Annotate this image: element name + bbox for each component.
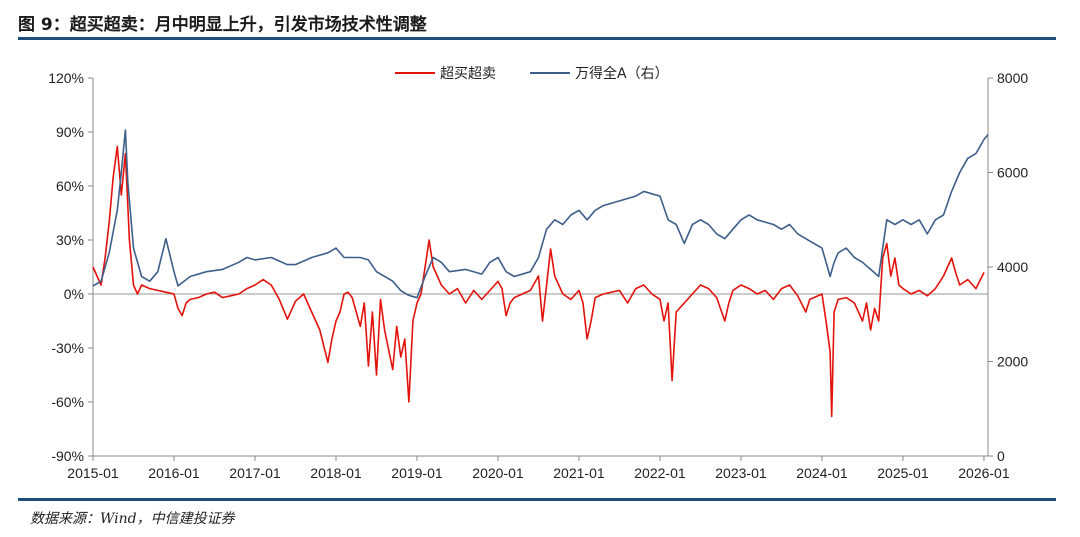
x-tick-label: 2023-01 [715, 465, 767, 481]
x-tick-label: 2025-01 [877, 465, 929, 481]
x-tick-label: 2026-01 [958, 465, 1010, 481]
left-tick-label: 60% [56, 178, 84, 194]
right-tick-label: 4000 [997, 259, 1028, 275]
right-tick-label: 2000 [997, 354, 1028, 370]
x-tick-label: 2015-01 [67, 465, 119, 481]
x-tick-label: 2016-01 [148, 465, 200, 481]
right-tick-label: 8000 [997, 70, 1028, 86]
bottom-rule [18, 498, 1056, 501]
x-tick-label: 2024-01 [796, 465, 848, 481]
x-tick-label: 2020-01 [472, 465, 524, 481]
left-tick-label: -60% [51, 394, 84, 410]
wind-all-a-line [92, 129, 989, 299]
overbought-oversold-line [92, 145, 985, 418]
x-tick-label: 2022-01 [634, 465, 686, 481]
x-tick-label: 2017-01 [229, 465, 281, 481]
figure-title: 图 9：超买超卖：月中明显上升，引发市场技术性调整 [18, 15, 427, 35]
legend-label-overbought: 超买超卖 [440, 66, 496, 82]
x-tick-label: 2021-01 [553, 465, 605, 481]
legend-label-wind: 万得全A（右） [575, 65, 669, 82]
left-tick-label: 30% [56, 232, 84, 248]
left-tick-label: 0% [64, 286, 84, 302]
left-tick-label: 90% [56, 124, 84, 140]
right-tick-label: 0 [997, 448, 1005, 464]
x-tick-label: 2019-01 [391, 465, 443, 481]
figure-source: 数据来源：Wind，中信建投证券 [30, 511, 235, 527]
right-tick-label: 6000 [997, 165, 1028, 181]
left-tick-label: -90% [51, 448, 84, 464]
left-tick-label: 120% [48, 70, 84, 86]
x-tick-label: 2018-01 [310, 465, 362, 481]
top-rule [18, 37, 1056, 40]
left-tick-label: -30% [51, 340, 84, 356]
